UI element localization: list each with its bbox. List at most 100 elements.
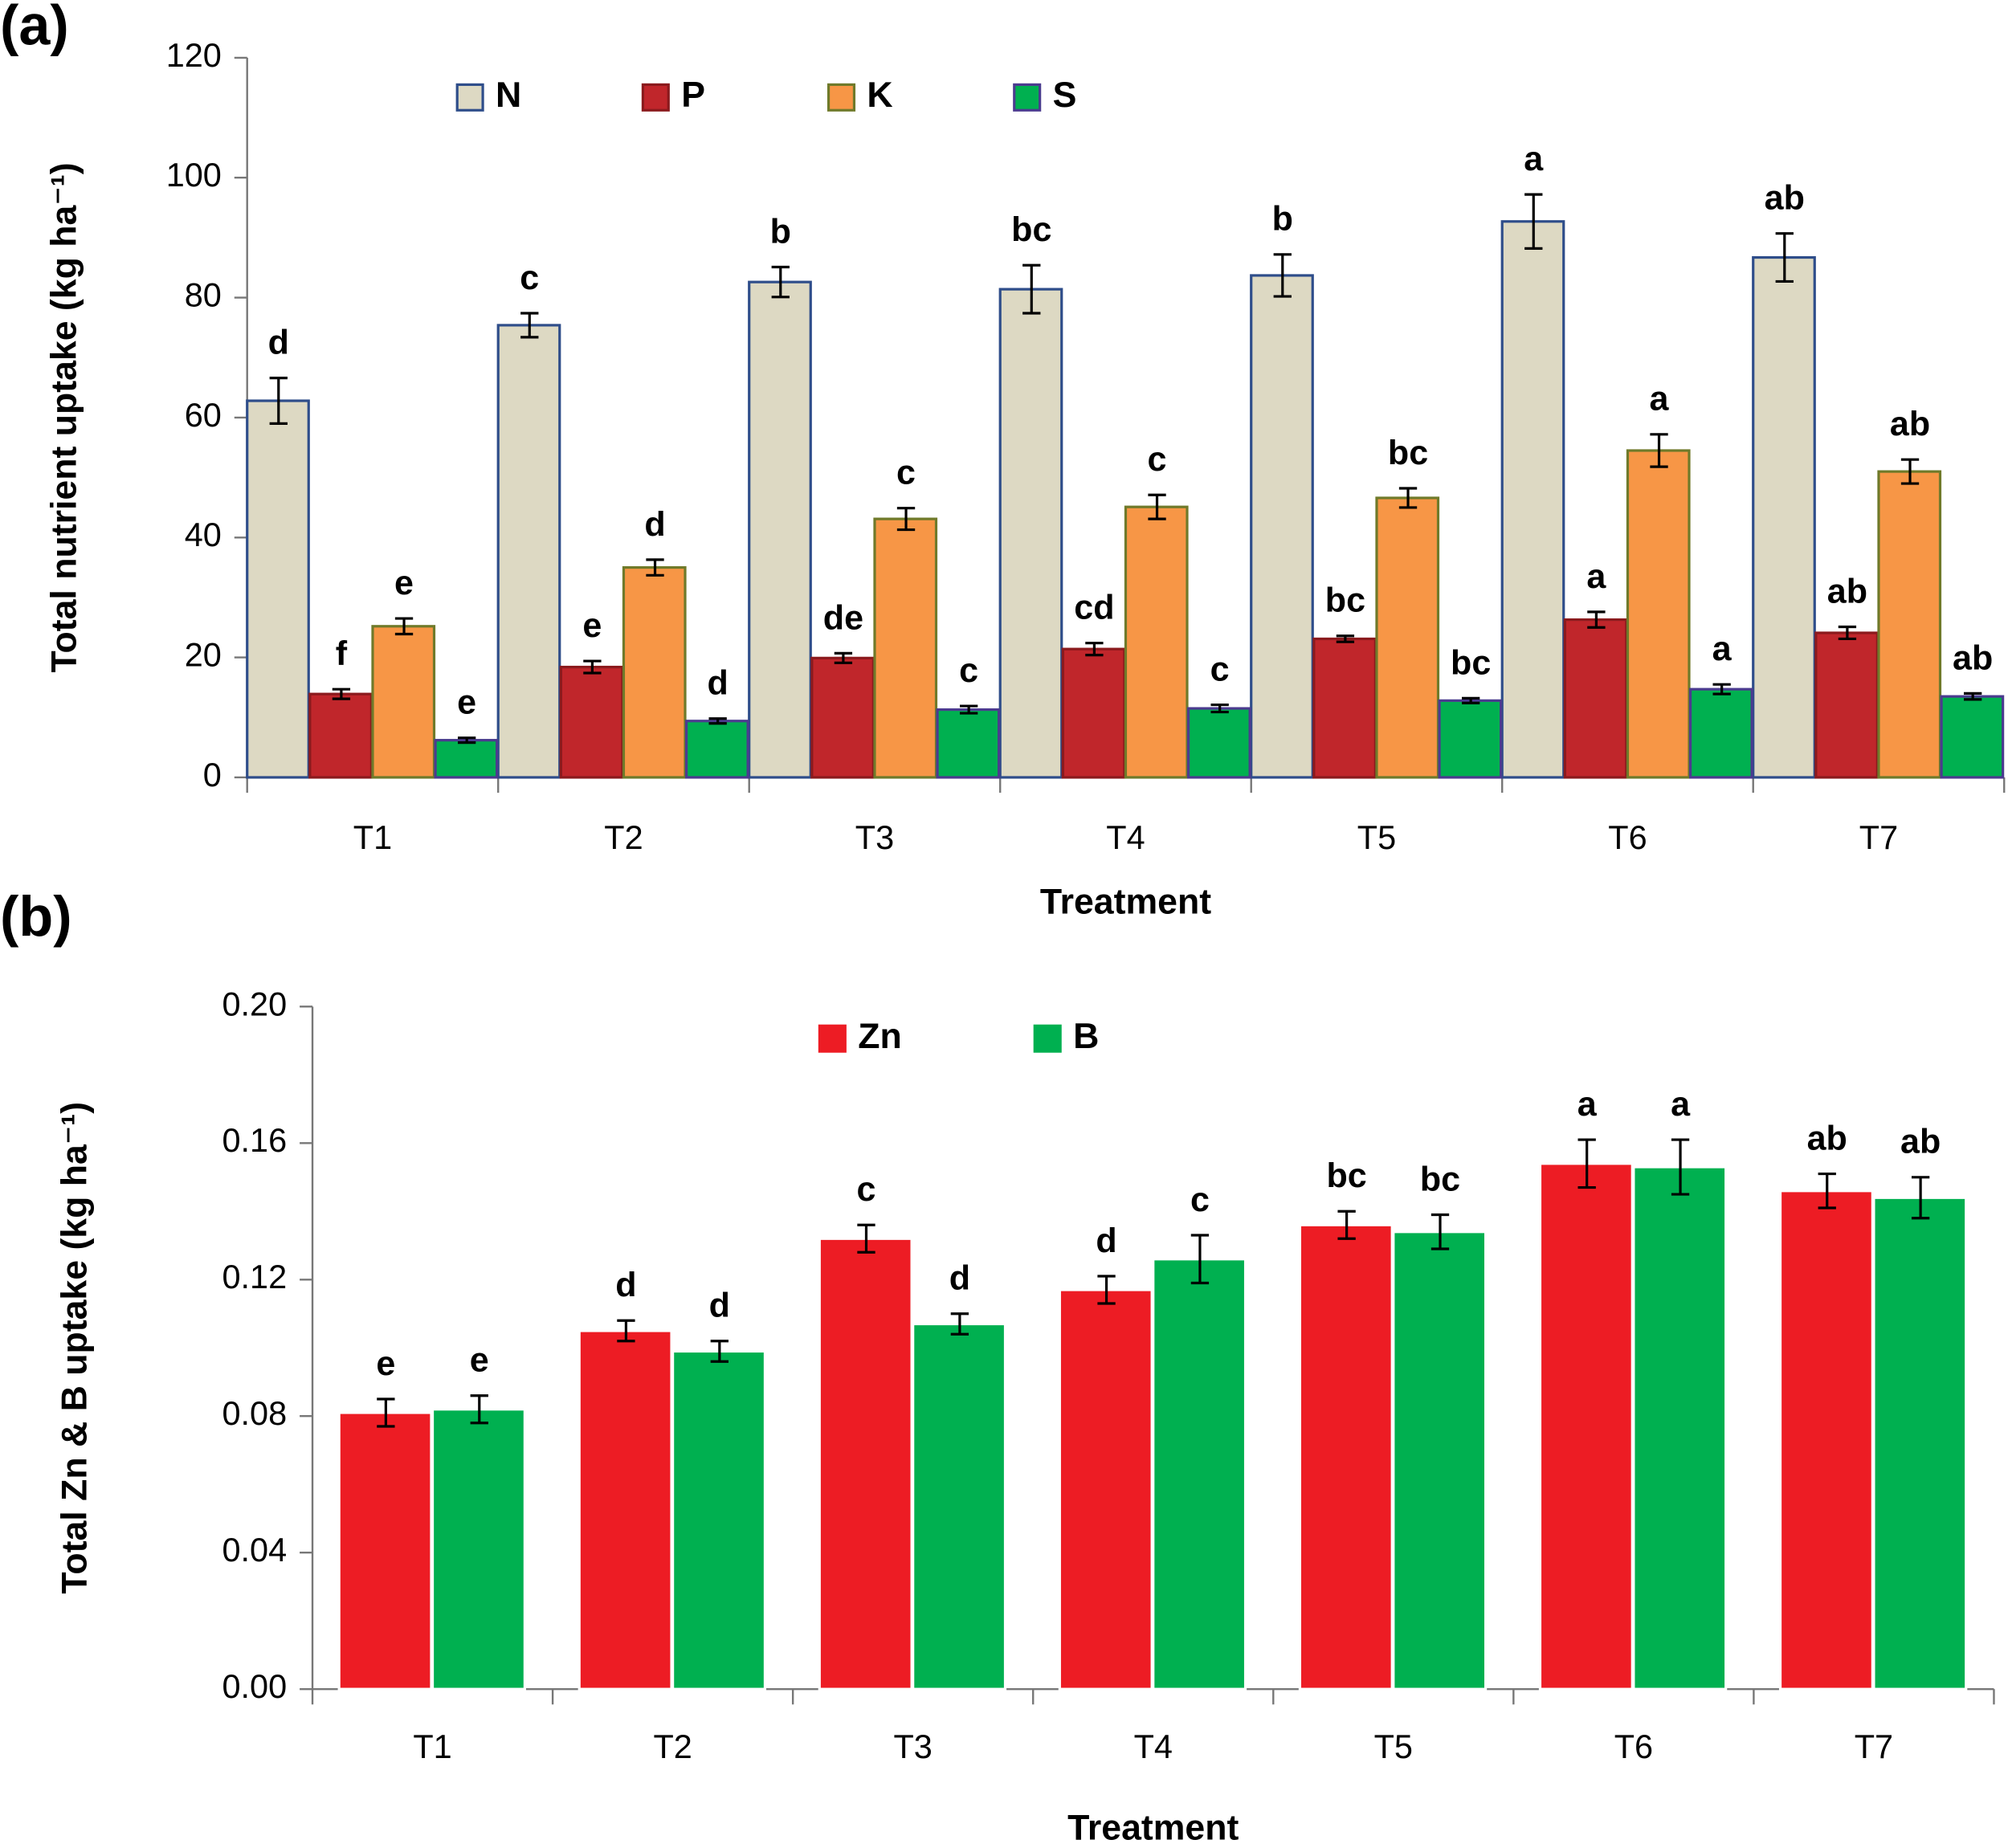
legend-swatch (826, 83, 856, 112)
x-tick-label: T5 (1357, 818, 1396, 856)
error-bar (1963, 691, 1982, 701)
y-tick-label: 0.16 (222, 1121, 287, 1159)
bar (622, 566, 687, 779)
bar (246, 399, 310, 779)
significance-letter: d (615, 1266, 636, 1304)
significance-letter: ab (1765, 179, 1805, 218)
significance-letter: e (582, 606, 602, 645)
bar (1814, 631, 1879, 779)
bar (998, 288, 1063, 779)
bar (1438, 699, 1503, 779)
significance-letter: b (770, 212, 791, 251)
bar (308, 692, 373, 779)
significance-letter: a (1671, 1085, 1691, 1124)
bar (1940, 695, 2005, 779)
legend-swatch (1013, 83, 1042, 112)
significance-letter: bc (1327, 1157, 1367, 1195)
significance-letter: b (1272, 200, 1293, 239)
x-tick-label: T2 (653, 1728, 692, 1765)
error-bar (1650, 433, 1668, 468)
y-tick-label: 0.00 (222, 1667, 287, 1705)
legend-label: B (1073, 1017, 1099, 1056)
y-tick-label: 0 (203, 756, 222, 793)
x-tick-label: T4 (1134, 1728, 1173, 1765)
legend-label: P (681, 75, 705, 115)
significance-letter: ab (1900, 1123, 1941, 1161)
legend-label: N (496, 75, 521, 115)
error-bar (1461, 696, 1480, 704)
x-tick-label: T6 (1608, 818, 1647, 856)
significance-letter: e (457, 683, 476, 722)
bar (748, 280, 812, 779)
error-bar (1337, 1210, 1356, 1240)
error-bar (1022, 263, 1041, 315)
error-bar (1524, 193, 1543, 250)
bar (1778, 1189, 1874, 1691)
error-bar (1336, 634, 1355, 643)
legend-swatch (641, 83, 670, 112)
bar (1500, 220, 1565, 779)
bar (559, 665, 624, 779)
y-tick-label: 60 (185, 396, 222, 434)
error-bar (1712, 683, 1731, 696)
bar (1186, 707, 1251, 779)
y-tick-label: 120 (166, 36, 222, 74)
legend-label: Zn (858, 1017, 902, 1056)
significance-letter: d (949, 1259, 970, 1298)
error-bar (1838, 625, 1857, 641)
bar (1250, 274, 1314, 779)
error-bar (708, 717, 727, 725)
significance-letter: ab (1890, 405, 1930, 443)
bar (818, 1237, 913, 1691)
significance-letter: c (896, 454, 916, 492)
error-bar (1671, 1138, 1690, 1196)
bar (1152, 1258, 1247, 1691)
significance-letter: d (708, 664, 729, 703)
error-bar (583, 659, 602, 675)
y-tick-label: 0.08 (222, 1394, 287, 1432)
x-axis-label: Treatment (1067, 1808, 1239, 1847)
significance-letter: a (1577, 1085, 1598, 1124)
error-bar (857, 1223, 875, 1254)
legend-label: K (867, 75, 892, 115)
bar (671, 1349, 767, 1691)
error-bar (771, 265, 790, 299)
significance-letter: cd (1074, 589, 1114, 627)
error-bar (457, 736, 476, 745)
bar (1061, 647, 1126, 779)
significance-letter: c (959, 651, 978, 690)
error-bar (1911, 1176, 1930, 1220)
bar (1626, 449, 1691, 779)
error-bar (269, 377, 288, 425)
significance-letter: c (1210, 651, 1230, 689)
y-tick-label: 20 (185, 636, 222, 674)
significance-letter: e (470, 1341, 489, 1380)
x-tick-label: T5 (1374, 1728, 1413, 1765)
x-tick-label: T7 (1855, 1728, 1893, 1765)
bar (578, 1329, 673, 1691)
error-bar (950, 1312, 969, 1336)
significance-letter: a (1650, 380, 1670, 418)
significance-letter: bc (1325, 581, 1365, 620)
bar (1632, 1165, 1728, 1691)
y-tick-label: 0.12 (222, 1258, 287, 1295)
bar (936, 708, 1001, 779)
significance-letter: a (1586, 557, 1606, 596)
significance-letter: d (1096, 1222, 1116, 1260)
bar (1872, 1196, 1968, 1691)
bar (1877, 470, 1942, 779)
y-axis-label: Total Zn & B uptake (kg ha⁻¹) (55, 1102, 94, 1594)
significance-letter: bc (1420, 1160, 1460, 1198)
bar (1752, 255, 1816, 779)
bar (912, 1322, 1007, 1691)
bar (1688, 687, 1753, 779)
error-bar (1085, 642, 1104, 657)
y-tick-label: 100 (166, 156, 222, 194)
panel-label: (a) (0, 0, 69, 56)
significance-letter: bc (1011, 210, 1051, 249)
error-bar (834, 651, 853, 664)
x-tick-label: T1 (353, 818, 392, 856)
x-tick-label: T1 (413, 1728, 451, 1765)
bar (496, 324, 561, 779)
error-bar (1398, 487, 1418, 509)
